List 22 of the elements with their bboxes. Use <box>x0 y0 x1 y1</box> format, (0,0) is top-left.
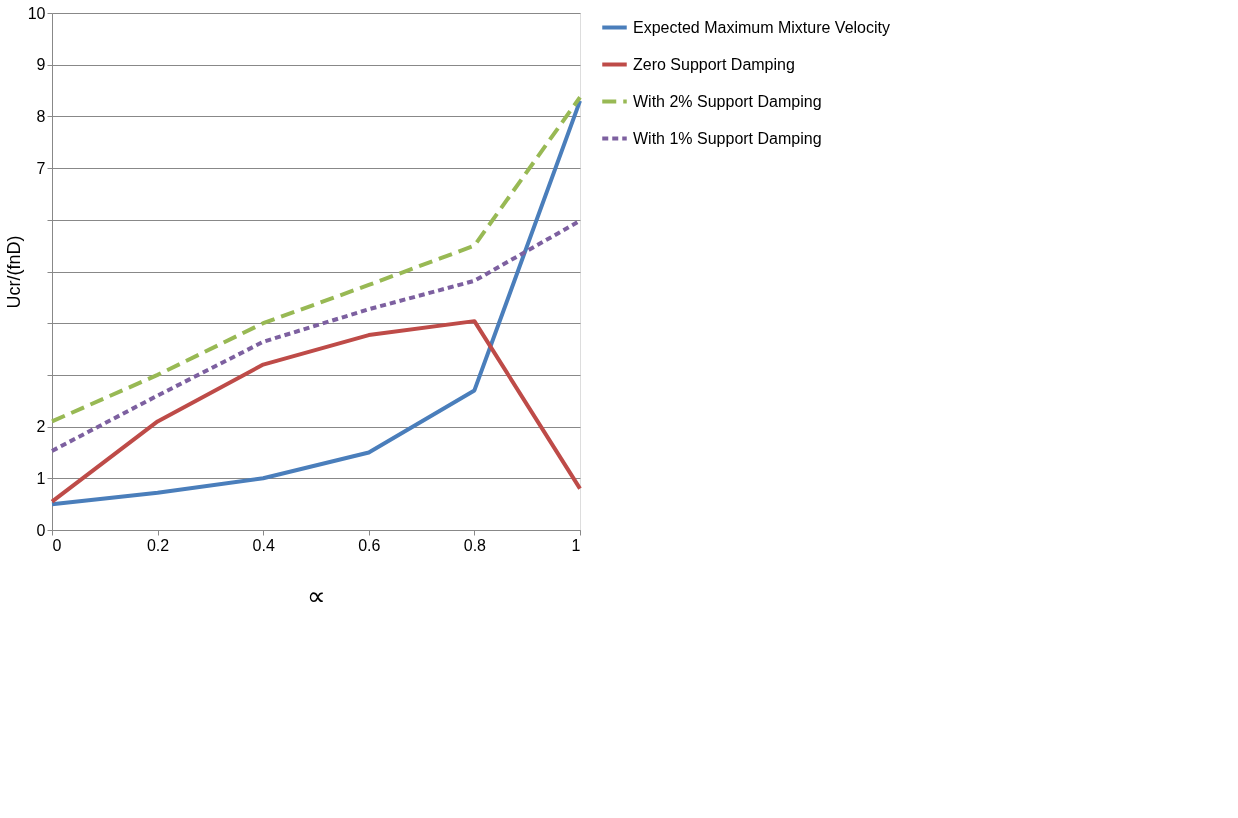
y-tick-label: 10 <box>27 4 46 22</box>
x-tick-label: 0 <box>52 536 62 554</box>
y-tick-label: 2 <box>36 418 46 436</box>
y-axis-title: Ucr/(fnD) <box>3 235 24 309</box>
x-tick-label: 0.2 <box>146 536 170 554</box>
line-series <box>50 95 582 424</box>
x-axis-title: ∝ <box>307 580 326 611</box>
line-series <box>50 319 582 504</box>
x-tick-label: 0.4 <box>252 536 275 554</box>
x-tick-label: 0.8 <box>463 536 487 554</box>
line-series <box>50 98 582 507</box>
y-tick-label: 1 <box>36 469 46 487</box>
legend-label: With 1% Support Damping <box>633 129 822 147</box>
x-tick-label: 1 <box>571 536 581 554</box>
x-tick-label: 0.6 <box>358 536 381 554</box>
y-tick-label: 7 <box>36 159 46 177</box>
legend-label: With 2% Support Damping <box>633 92 822 110</box>
y-tick-label: 0 <box>36 521 46 539</box>
legend-label: Expected Maximum Mixture Velocity <box>633 18 890 36</box>
y-tick-label: 9 <box>36 56 46 74</box>
y-tick-label: 8 <box>36 107 46 125</box>
legend-label: Zero Support Damping <box>633 55 795 73</box>
